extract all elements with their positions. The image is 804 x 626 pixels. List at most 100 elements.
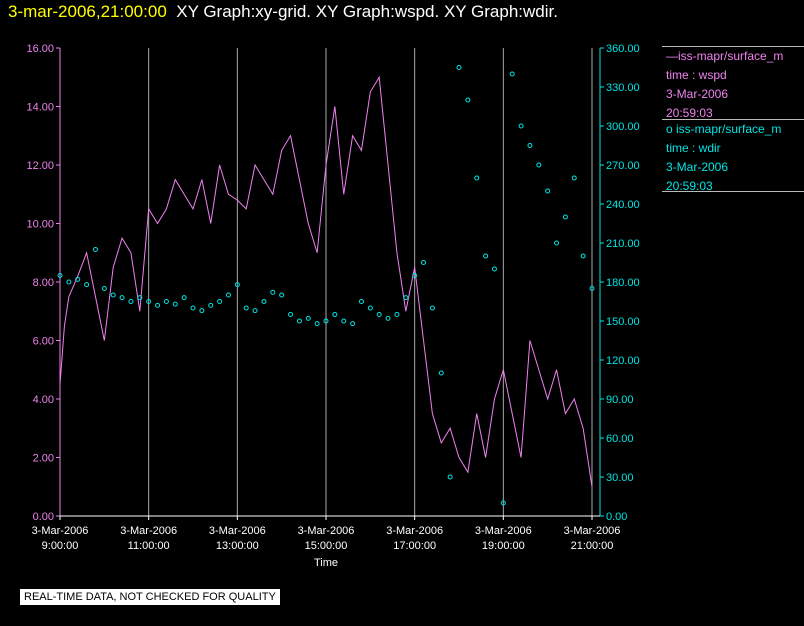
- wdir-point: [270, 289, 276, 295]
- right-axis-tick-label: 330.00: [606, 82, 640, 94]
- wdir-point: [199, 308, 205, 314]
- right-axis-tick-label: 300.00: [606, 121, 640, 133]
- header-bar: 3-mar-2006,21:00:00 XY Graph:xy-grid. XY…: [8, 2, 558, 22]
- wdir-point: [110, 292, 116, 298]
- x-axis-tick-date: 3-Mar-2006: [564, 525, 621, 537]
- wdir-point: [296, 318, 302, 324]
- right-axis-tick-label: 90.00: [606, 394, 634, 406]
- wdir-point: [358, 299, 364, 304]
- wdir-point: [536, 162, 542, 168]
- wdir-point: [314, 321, 320, 327]
- wdir-point: [545, 188, 551, 194]
- wdir-point: [518, 123, 524, 129]
- x-axis-tick-time: 21:00:00: [571, 540, 614, 552]
- wdir-point: [84, 282, 90, 288]
- wdir-point: [225, 292, 231, 298]
- legend-separator: [662, 46, 804, 47]
- wdir-point: [128, 299, 134, 304]
- wdir-point: [243, 305, 249, 311]
- legend-wdir-time: 20:59:03: [666, 179, 713, 193]
- wdir-point: [465, 97, 471, 103]
- legend-wdir-date: 3-Mar-2006: [666, 160, 729, 174]
- wdir-point: [447, 474, 453, 480]
- wdir-point: [474, 175, 480, 181]
- wdir-point: [332, 312, 338, 317]
- x-axis-tick-time: 17:00:00: [393, 540, 436, 552]
- wdir-point: [527, 143, 533, 148]
- x-axis-tick-time: 15:00:00: [305, 540, 348, 552]
- wdir-point: [421, 260, 427, 265]
- x-axis-label: Time: [314, 557, 338, 569]
- right-axis-tick-label: 360.00: [606, 43, 640, 55]
- legend-wdir: o iss-mapr/surface_m time : wdir 3-Mar-2…: [666, 120, 804, 196]
- wdir-point: [288, 312, 294, 317]
- wdir-point: [163, 299, 169, 304]
- right-axis-tick-label: 60.00: [606, 433, 634, 445]
- wdir-point: [350, 321, 356, 327]
- wdir-point: [376, 312, 382, 317]
- wdir-point: [323, 318, 329, 324]
- legend-wspd-name: —iss-mapr/surface_m: [666, 49, 784, 63]
- wdir-point: [429, 305, 435, 311]
- right-axis-tick-label: 0.00: [606, 511, 627, 523]
- wdir-point: [92, 247, 98, 252]
- wdir-point: [341, 318, 347, 324]
- legend-wspd-time: 20:59:03: [666, 106, 713, 120]
- left-axis-tick-label: 12.00: [26, 160, 54, 172]
- x-axis-tick-date: 3-Mar-2006: [475, 525, 532, 537]
- quality-disclaimer: REAL-TIME DATA, NOT CHECKED FOR QUALITY: [20, 589, 280, 605]
- wdir-point: [305, 315, 311, 321]
- x-axis-tick-date: 3-Mar-2006: [32, 525, 89, 537]
- wdir-point: [101, 286, 107, 291]
- right-axis-tick-label: 30.00: [606, 472, 634, 484]
- wdir-point: [483, 253, 489, 259]
- legend-wspd-date: 3-Mar-2006: [666, 87, 729, 101]
- wdir-point: [580, 253, 586, 259]
- left-axis-tick-label: 2.00: [33, 453, 54, 465]
- wdir-point: [509, 71, 515, 77]
- wdir-point: [554, 240, 560, 246]
- wdir-point: [385, 315, 391, 321]
- wdir-point: [217, 299, 223, 304]
- wdir-point: [252, 308, 258, 314]
- wdir-point: [562, 214, 568, 220]
- wdir-point: [412, 273, 418, 278]
- wdir-point: [589, 286, 595, 291]
- left-axis-tick-label: 8.00: [33, 277, 54, 289]
- wdir-point: [394, 312, 400, 317]
- x-axis-tick-time: 9:00:00: [42, 540, 79, 552]
- wdir-point: [403, 295, 409, 301]
- wdir-point: [279, 292, 285, 298]
- wdir-point: [155, 302, 161, 308]
- wdir-point: [181, 295, 187, 301]
- legend-separator: [662, 191, 804, 192]
- wdir-point: [456, 65, 462, 70]
- legend-wdir-name: o iss-mapr/surface_m: [666, 122, 782, 136]
- left-axis-tick-label: 10.00: [26, 219, 54, 231]
- wdir-point: [208, 302, 214, 308]
- wdir-point: [571, 175, 577, 181]
- right-axis-tick-label: 240.00: [606, 199, 640, 211]
- wspd-series-line: [59, 75, 593, 487]
- left-axis-tick-label: 14.00: [26, 102, 54, 114]
- wdir-point: [172, 301, 178, 307]
- right-axis-tick-label: 270.00: [606, 160, 640, 172]
- wdir-point: [438, 370, 444, 376]
- x-axis-tick-time: 13:00:00: [216, 540, 259, 552]
- left-axis-tick-label: 6.00: [33, 336, 54, 348]
- left-axis-tick-label: 4.00: [33, 394, 54, 406]
- x-axis-tick-date: 3-Mar-2006: [386, 525, 443, 537]
- wdir-point: [261, 299, 267, 304]
- header-timestamp: 3-mar-2006,21:00:00: [8, 2, 167, 21]
- x-axis-tick-date: 3-Mar-2006: [209, 525, 266, 537]
- right-axis-tick-label: 120.00: [606, 355, 640, 367]
- wdir-point: [367, 305, 373, 311]
- legend-wdir-line1: time : wdir: [666, 141, 721, 155]
- right-axis-tick-label: 180.00: [606, 277, 640, 289]
- right-axis-tick-label: 150.00: [606, 316, 640, 328]
- right-axis-tick-label: 210.00: [606, 238, 640, 250]
- wdir-point: [234, 282, 240, 288]
- left-axis-tick-label: 0.00: [33, 511, 54, 523]
- header-graph-titles: XY Graph:xy-grid. XY Graph:wspd. XY Grap…: [176, 2, 558, 21]
